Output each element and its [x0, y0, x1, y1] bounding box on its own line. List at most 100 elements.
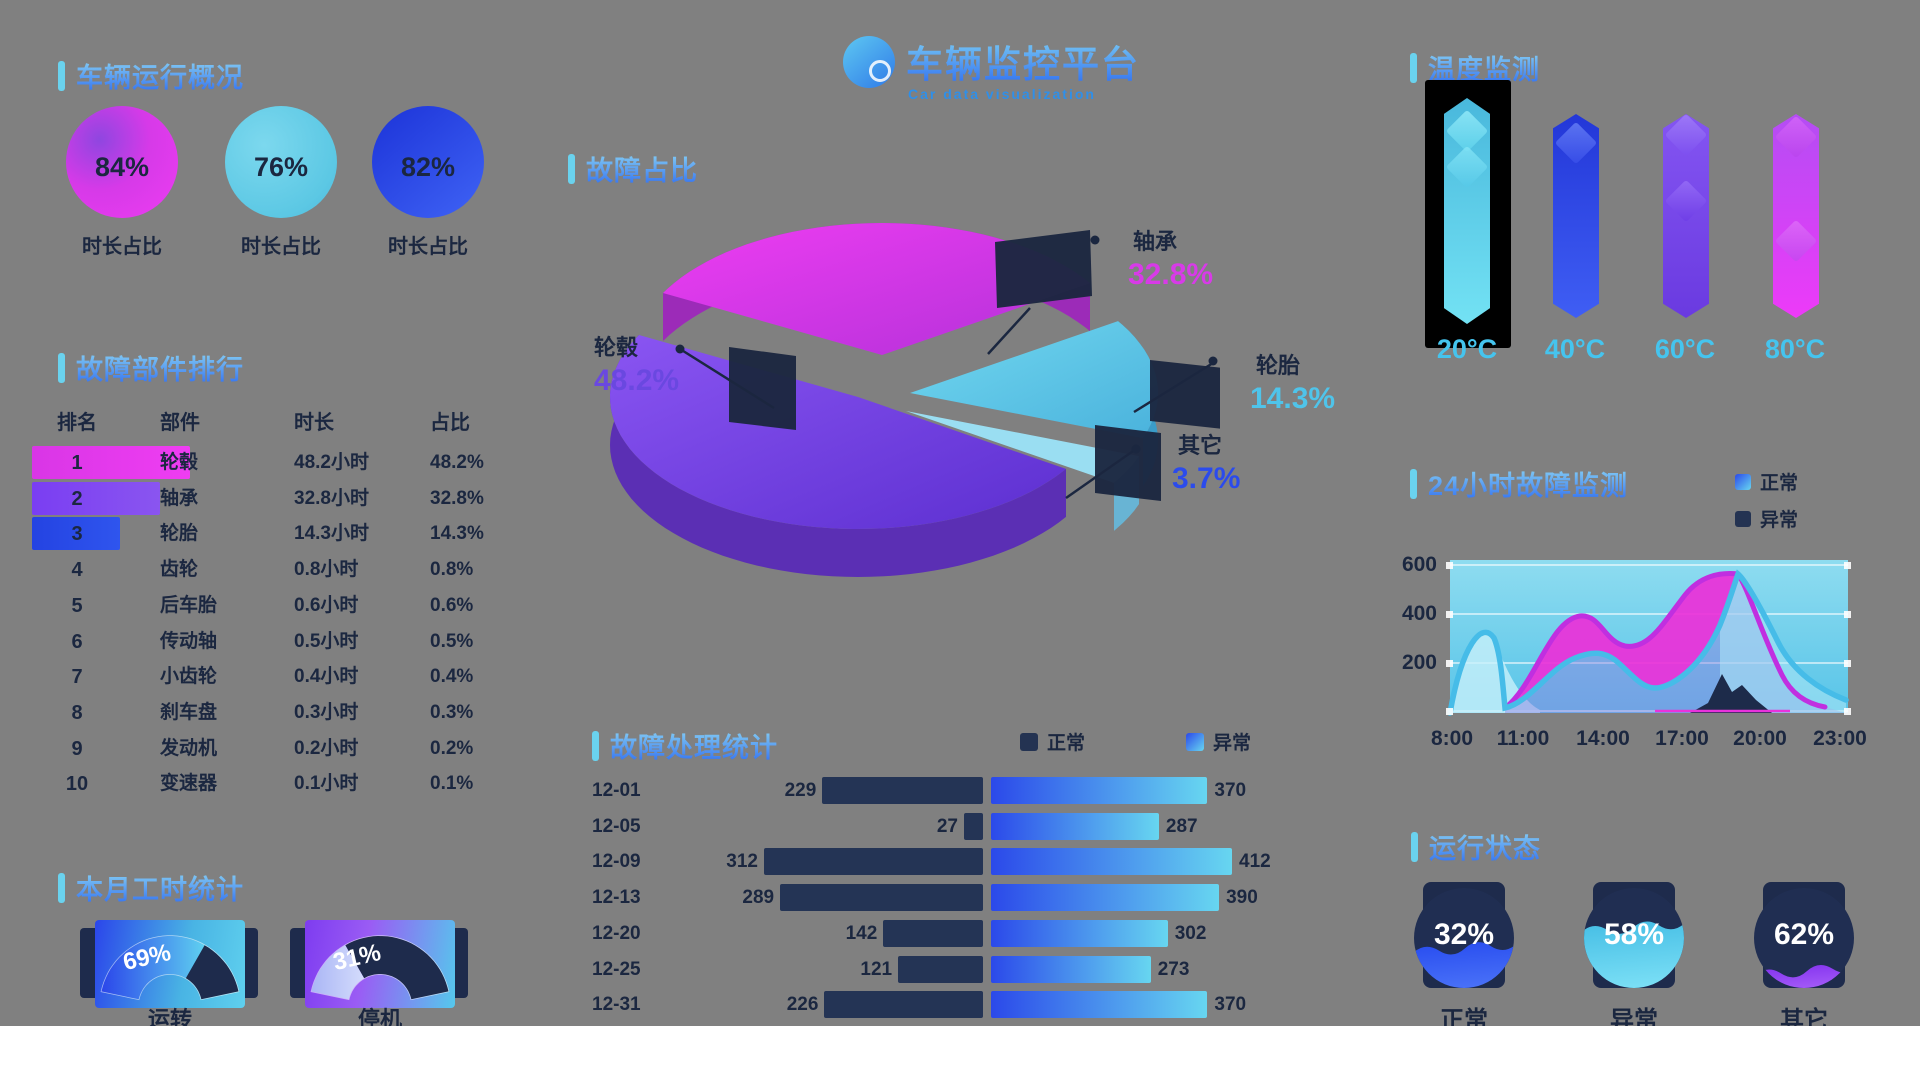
- defect-abnormal-bar[interactable]: [991, 848, 1232, 876]
- defect-abnormal-bar[interactable]: [991, 884, 1220, 912]
- liquid-circle: [1754, 888, 1854, 988]
- defect-abnormal-value: 412: [1239, 851, 1271, 873]
- rank-highlight-bar: [32, 517, 120, 551]
- trend-legend-abnormal[interactable]: 异常: [1735, 505, 1798, 532]
- cell-name: 齿轮: [160, 559, 199, 581]
- defect-normal-bar[interactable]: [964, 812, 983, 840]
- cell-rank: 8: [71, 701, 83, 724]
- section-title-hours: 本月工时统计: [76, 868, 244, 907]
- cell-time: 0.1小时: [294, 773, 359, 795]
- page-title: 车辆监控平台: [906, 34, 1140, 88]
- defect-abnormal-bar[interactable]: [991, 991, 1208, 1019]
- defect-abnormal-bar[interactable]: [991, 777, 1208, 804]
- gauge-arc: [310, 935, 450, 1001]
- cell-name: 轮胎: [160, 523, 199, 545]
- stat-label: 时长占比: [82, 236, 162, 258]
- pie-slice[interactable]: [610, 335, 1066, 529]
- defect-normal-bar[interactable]: [898, 955, 983, 983]
- liquid-value: 32%: [1433, 918, 1495, 951]
- defect-abnormal-value: 370: [1214, 780, 1247, 801]
- section-tick-icon: [58, 872, 65, 903]
- cell-time: 0.6小时: [294, 594, 359, 616]
- legend-normal[interactable]: 正常: [1020, 728, 1085, 755]
- liquid-circle: [1414, 888, 1514, 988]
- defect-row-date: 12-13: [592, 887, 641, 909]
- pie-slice[interactable]: [663, 223, 1090, 355]
- table-row: 9 发动机 0.2小时 0.2%: [32, 734, 510, 764]
- cell-name: 刹车盘: [160, 701, 218, 723]
- table-row: 3 轮胎 14.3小时 14.3%: [32, 517, 510, 551]
- pie-label-name: 轮胎: [1256, 353, 1301, 378]
- table-header-row: 排名 部件 时长 占比: [32, 408, 510, 438]
- cell-rank: 7: [71, 666, 83, 689]
- defect-normal-bar[interactable]: [824, 991, 983, 1019]
- defect-normal-bar[interactable]: [822, 777, 983, 804]
- col-pct: 占比: [430, 412, 470, 434]
- defect-normal-bar[interactable]: [883, 919, 983, 947]
- cell-time: 48.2小时: [294, 452, 369, 473]
- section-tick-icon: [592, 730, 599, 761]
- defect-abnormal-value: 370: [1214, 994, 1247, 1016]
- temp-label: 40°C: [1544, 334, 1606, 364]
- fault-rank-table: 排名 部件 时长 占比 1 轮毂 48.2小时 48.2% 2 轴承 32.8小时 …: [32, 400, 510, 804]
- defect-normal-bar[interactable]: [780, 884, 983, 912]
- section-tick-icon: [58, 60, 65, 91]
- defect-normal-bar[interactable]: [764, 848, 983, 876]
- stat-value: 76%: [253, 151, 309, 182]
- section-tick-icon: [1410, 468, 1417, 499]
- pie-label-pct: 48.2%: [594, 364, 680, 397]
- x-tick: 23:00: [1813, 727, 1867, 750]
- liquid-value: 58%: [1603, 918, 1665, 951]
- cell-time: 0.2小时: [294, 737, 359, 759]
- section-tick-icon: [568, 153, 575, 184]
- table-row: 10 变速器 0.1小时 0.1%: [32, 769, 510, 799]
- liquid-value: 62%: [1773, 918, 1835, 951]
- liquid-circle: [1584, 888, 1684, 988]
- y-tick: 200: [1401, 651, 1437, 674]
- defect-abnormal-bar[interactable]: [991, 955, 1151, 983]
- section-title-rank: 故障部件排行: [76, 348, 244, 387]
- table-row: 7 小齿轮 0.4小时 0.4%: [32, 662, 510, 692]
- defect-row-date: 12-01: [592, 780, 641, 801]
- cell-rank: 9: [71, 737, 83, 760]
- legend-label: 正常: [1760, 473, 1799, 494]
- defect-abnormal-value: 390: [1226, 887, 1258, 909]
- defect-normal-value: 289: [742, 887, 775, 909]
- cell-time: 0.5小时: [294, 630, 359, 652]
- x-tick: 11:00: [1496, 727, 1550, 750]
- cell-pct: 0.5%: [430, 630, 474, 652]
- x-tick: 8:00: [1430, 727, 1474, 750]
- gauge-rest: [185, 945, 239, 1000]
- defect-row-date: 12-05: [592, 815, 641, 837]
- defect-normal-value: 121: [860, 958, 893, 980]
- cell-pct: 0.6%: [430, 594, 474, 616]
- defect-normal-value: 229: [784, 780, 817, 801]
- pie-slice[interactable]: [910, 321, 1158, 439]
- cell-pct: 0.2%: [430, 737, 474, 759]
- cell-name: 小齿轮: [160, 666, 218, 688]
- legend-swatch-dark: [1020, 732, 1038, 751]
- section-title-defects: 故障处理统计: [610, 726, 778, 765]
- trend-legend-normal[interactable]: 正常: [1735, 468, 1798, 495]
- cell-time: 0.8小时: [294, 559, 359, 581]
- cell-time: 32.8小时: [294, 487, 369, 509]
- section-pie: 故障占比: [568, 149, 698, 188]
- defect-bar-chart: 12-01 229 370 12-05 27 287 12-09 312 412 12…: [580, 712, 1350, 1032]
- gauge-arc: [100, 935, 240, 1001]
- defect-normal-value: 27: [936, 815, 958, 837]
- section-trend: 24小时故障监测: [1410, 464, 1628, 503]
- defect-row-date: 12-31: [592, 994, 641, 1016]
- pie-slice[interactable]: [906, 411, 1139, 483]
- bottom-strip: [0, 1026, 1920, 1080]
- cell-time: 14.3小时: [294, 523, 369, 545]
- stat-value: 82%: [400, 151, 456, 182]
- defect-abnormal-bar[interactable]: [991, 812, 1159, 840]
- legend-abnormal[interactable]: 异常: [1186, 728, 1251, 755]
- defect-abnormal-bar[interactable]: [991, 919, 1168, 947]
- cell-rank: 6: [71, 630, 83, 653]
- cell-name: 轴承: [160, 487, 199, 509]
- section-hours: 本月工时统计: [58, 868, 244, 907]
- cell-pct: 32.8%: [430, 487, 484, 509]
- legend-swatch-gradient: [1186, 732, 1204, 751]
- col-rank: 排名: [57, 412, 97, 434]
